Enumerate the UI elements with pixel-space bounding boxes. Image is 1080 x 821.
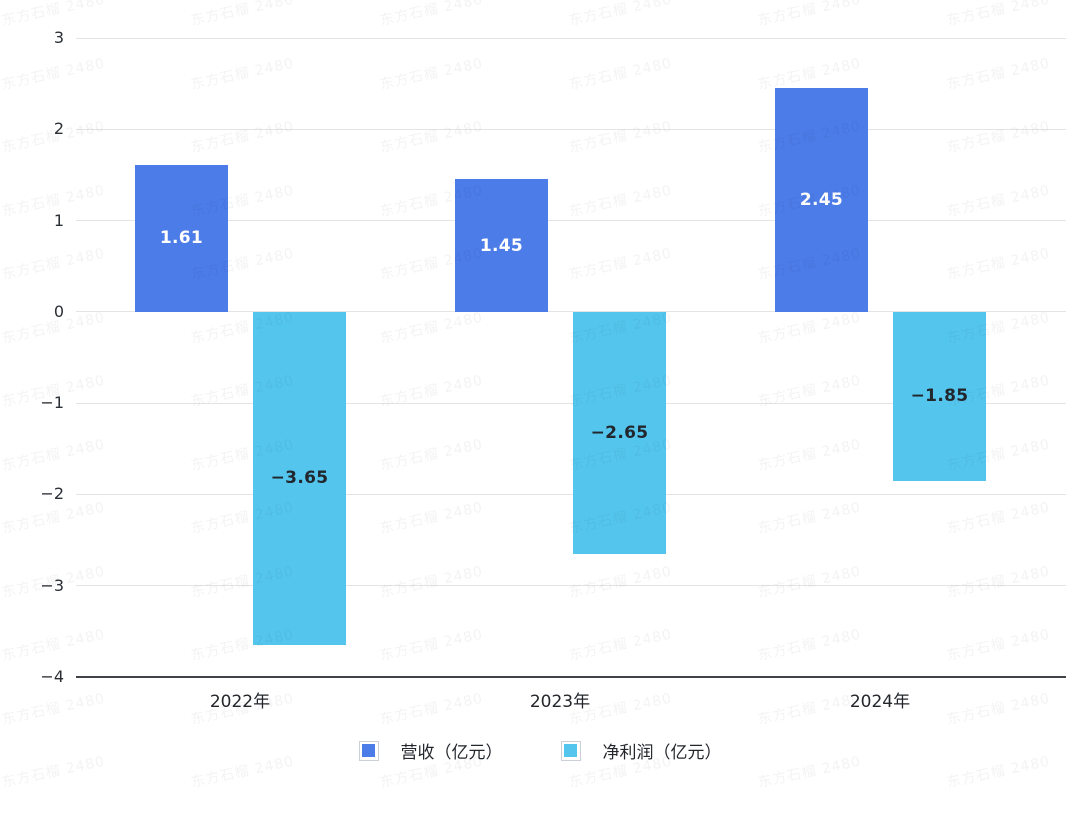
gridline-y−1 bbox=[76, 402, 1066, 404]
gridline-y−2 bbox=[76, 493, 1066, 495]
gridline-y1 bbox=[76, 220, 1066, 222]
legend-item-net-profit[interactable]: 净利润（亿元） bbox=[560, 738, 722, 763]
bar-value-label-revenue-2024: 2.45 bbox=[799, 190, 844, 211]
gridline-y−3 bbox=[76, 585, 1066, 587]
bar-value-label-revenue-2023: 1.45 bbox=[479, 235, 524, 256]
y-tick-label: 0 bbox=[53, 301, 64, 321]
x-axis-label-2024: 2024年 bbox=[849, 692, 911, 712]
y-tick-label: −4 bbox=[40, 667, 64, 686]
bar-value-label-net-profit-2023: −2.65 bbox=[590, 422, 649, 443]
bar-value-label-net-profit-2024: −1.85 bbox=[910, 386, 969, 407]
bar-value-label-revenue-2022: 1.61 bbox=[159, 228, 204, 249]
bar-net-profit-2024[interactable] bbox=[893, 311, 986, 481]
x-axis-label-2022: 2022年 bbox=[209, 692, 271, 712]
legend-item-revenue[interactable]: 营收（亿元） bbox=[358, 738, 503, 763]
gridline-y2 bbox=[76, 128, 1066, 130]
y-tick-label: 2 bbox=[53, 119, 64, 139]
bar-net-profit-2022[interactable] bbox=[253, 311, 346, 646]
bar-revenue-2023[interactable] bbox=[455, 179, 548, 312]
legend-label-revenue: 营收（亿元） bbox=[400, 743, 503, 763]
legend-swatch-icon-revenue bbox=[358, 740, 379, 761]
y-tick-label: −1 bbox=[40, 393, 64, 413]
legend-label-net-profit: 净利润（亿元） bbox=[602, 743, 722, 763]
y-tick-label: −2 bbox=[40, 484, 64, 504]
x-axis-line bbox=[76, 676, 1066, 678]
gridline-y3 bbox=[76, 37, 1066, 39]
bar-value-label-net-profit-2022: −3.65 bbox=[270, 468, 329, 489]
y-tick-label: 1 bbox=[53, 210, 64, 230]
x-axis-label-2023: 2023年 bbox=[529, 692, 591, 712]
legend-swatch-fill bbox=[362, 744, 375, 757]
bar-revenue-2024[interactable] bbox=[775, 88, 868, 312]
y-tick-label: 3 bbox=[53, 28, 64, 47]
bar-net-profit-2023[interactable] bbox=[573, 311, 666, 554]
y-tick-label: −3 bbox=[40, 575, 64, 595]
legend: 营收（亿元） 净利润（亿元） bbox=[0, 738, 1080, 763]
bar-revenue-2022[interactable] bbox=[135, 164, 228, 312]
legend-swatch-fill bbox=[564, 744, 577, 757]
legend-swatch-icon-net-profit bbox=[560, 740, 581, 761]
gridline-y0 bbox=[76, 311, 1066, 313]
